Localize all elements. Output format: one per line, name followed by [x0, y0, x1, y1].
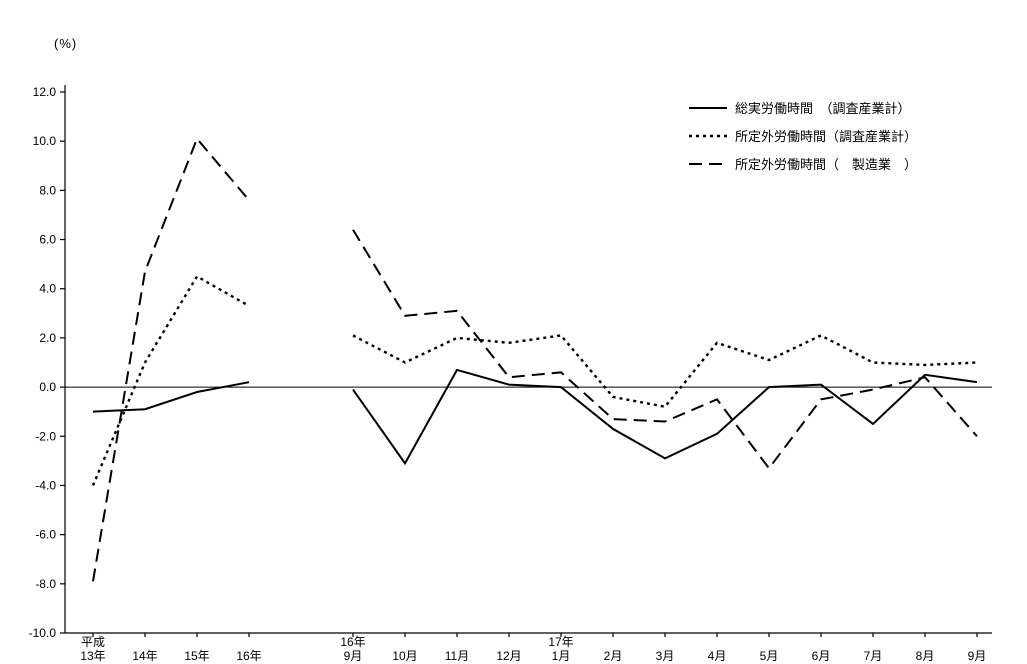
- x-tick-label: 10月: [392, 649, 417, 663]
- x-tick-label: 14年: [132, 649, 157, 663]
- y-tick-label: 12.0: [33, 85, 57, 99]
- y-tick-label: 0.0: [39, 380, 56, 394]
- y-tick-label: 4.0: [39, 282, 56, 296]
- y-tick-label: -4.0: [35, 478, 56, 492]
- x-tick-label: 7月: [864, 649, 883, 663]
- x-tick-year-label: 平成: [81, 635, 105, 649]
- y-tick-label: 8.0: [39, 183, 56, 197]
- legend-label-total-hours: 総実労働時間 （調査産業計）: [735, 101, 911, 116]
- y-tick-label: 6.0: [39, 233, 56, 247]
- series-line-1-annual: [91, 274, 250, 486]
- y-axis-unit-label: (%): [54, 36, 78, 51]
- y-tick-label: -2.0: [35, 429, 56, 443]
- x-tick-label: 11月: [445, 649, 469, 663]
- legend-dashed-line-icon: [689, 162, 727, 165]
- x-tick-label: 2月: [604, 649, 623, 663]
- x-tick-year-label: 16年: [340, 635, 365, 649]
- series-line-0-annual: [92, 381, 250, 413]
- series-line-2-monthly: [352, 229, 978, 470]
- legend-item-overtime-manufacturing: 所定外労働時間（ 製造業 ）: [688, 154, 917, 173]
- legend-label-overtime-all-industries: 所定外労働時間（調査産業計）: [735, 129, 918, 144]
- x-tick-label: 3月: [656, 649, 675, 663]
- legend-dotted-line-icon: [689, 134, 727, 137]
- series-line-1-monthly: [352, 334, 978, 409]
- x-tick-label: 9月: [344, 649, 363, 663]
- y-tick-label: -6.0: [35, 528, 56, 542]
- x-tick-label: 4月: [708, 649, 727, 663]
- y-tick-label: 10.0: [33, 134, 57, 148]
- y-tick-label: -10.0: [29, 626, 57, 640]
- x-tick-label: 6月: [812, 649, 831, 663]
- y-tick-label: 2.0: [39, 331, 56, 345]
- legend-item-total-hours: 総実労働時間 （調査産業計）: [688, 98, 917, 117]
- x-tick-label: 5月: [760, 649, 779, 663]
- y-tick-label: -8.0: [35, 577, 56, 591]
- x-tick-label: 1月: [552, 649, 571, 663]
- x-tick-label: 16年: [236, 649, 261, 663]
- x-tick-label: 13年: [80, 649, 105, 663]
- x-tick-label: 8月: [916, 649, 935, 663]
- x-tick-year-label: 17年: [548, 635, 573, 649]
- x-tick-label: 9月: [968, 649, 987, 663]
- x-tick-label: 12月: [496, 649, 521, 663]
- legend-label-overtime-manufacturing: 所定外労働時間（ 製造業 ）: [735, 157, 918, 172]
- legend-item-overtime-all-industries: 所定外労働時間（調査産業計）: [688, 126, 917, 145]
- chart-legend: 総実労働時間 （調査産業計） 所定外労働時間（調査産業計） 所定外労働時間（ 製…: [688, 98, 917, 173]
- legend-solid-line-icon: [689, 106, 727, 109]
- series-line-2-annual: [92, 136, 250, 582]
- series-line-0-monthly: [352, 368, 978, 466]
- x-tick-label: 15年: [184, 649, 209, 663]
